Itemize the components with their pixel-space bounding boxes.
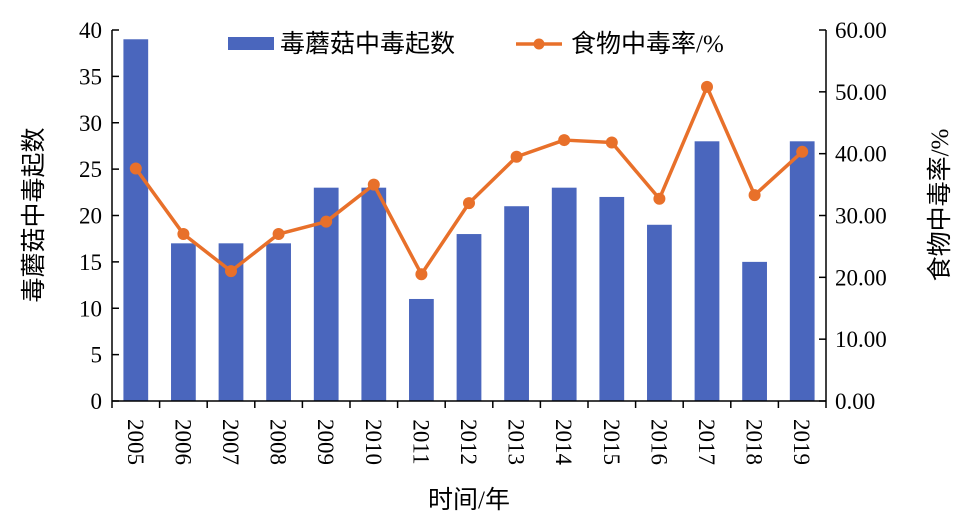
- bar-series: [123, 39, 815, 402]
- x-tick-label: 2009: [313, 419, 338, 465]
- bar-2012: [456, 234, 482, 401]
- left-tick-label: 35: [79, 64, 102, 89]
- x-tick-label: 2008: [266, 419, 291, 465]
- bar-2014: [551, 187, 577, 401]
- rate-point-2007: [225, 265, 237, 278]
- bar-2019: [789, 141, 815, 402]
- right-tick-label: 60.00: [835, 18, 887, 43]
- bar-2017: [694, 141, 720, 402]
- right-tick-label: 30.00: [835, 204, 887, 229]
- rate-markers: [129, 80, 809, 281]
- right-tick-label: 20.00: [835, 265, 887, 290]
- x-tick-label: 2010: [361, 419, 386, 465]
- left-tick-label: 25: [79, 157, 102, 182]
- rate-point-2015: [605, 136, 618, 149]
- left-tick-label: 20: [79, 204, 102, 229]
- rate-point-2012: [463, 197, 475, 210]
- rate-point-2005: [129, 162, 142, 175]
- bar-2015: [599, 196, 625, 401]
- left-tick-label: 40: [79, 18, 102, 43]
- bar-2006: [171, 243, 196, 401]
- bar-2008: [266, 243, 291, 401]
- legend-bar-label: 毒蘑菇中毒起数: [280, 30, 455, 58]
- bar-2016: [647, 224, 672, 401]
- bar-2018: [742, 261, 767, 401]
- x-tick-label: 2011: [408, 419, 433, 464]
- bar-2011: [409, 298, 434, 401]
- left-tick-label: 15: [79, 250, 102, 275]
- rate-point-2006: [177, 228, 190, 241]
- right-axis-ticks: 0.00 10.00 20.00 30.00 40.00 50.00 60.00: [819, 18, 887, 414]
- line-series: [129, 80, 809, 281]
- rate-point-2018: [748, 189, 761, 202]
- x-tick-label: 2015: [599, 419, 624, 465]
- x-tick-label: 2019: [789, 419, 814, 465]
- x-axis-ticks: 2005 2006 2007 2008 2009 2010 2011 2012 2013 2014…: [111, 401, 827, 466]
- bar-2005: [123, 39, 149, 402]
- rate-point-2009: [320, 215, 333, 228]
- x-tick-label: 2006: [170, 419, 195, 465]
- x-tick-label: 2014: [551, 419, 576, 466]
- left-tick-label: 0: [91, 389, 103, 414]
- legend-line-marker: [533, 38, 545, 50]
- x-tick-label: 2016: [646, 419, 671, 465]
- x-tick-label: 2007: [218, 419, 243, 465]
- x-tick-label: 2017: [694, 419, 719, 465]
- x-tick-label: 2018: [742, 419, 767, 465]
- x-tick-label: 2005: [123, 419, 148, 465]
- right-axis-title: 食物中毒率/%: [926, 129, 954, 282]
- rate-point-2019: [796, 145, 809, 158]
- rate-point-2014: [558, 134, 571, 147]
- rate-point-2013: [510, 150, 523, 163]
- left-tick-label: 5: [91, 343, 103, 368]
- x-tick-label: 2012: [456, 419, 481, 465]
- legend-line-label: 食物中毒率/%: [571, 30, 724, 58]
- left-tick-label: 30: [79, 111, 102, 136]
- left-tick-label: 10: [79, 296, 102, 321]
- bar-2010: [361, 187, 387, 401]
- right-tick-label: 0.00: [835, 389, 875, 414]
- x-tick-label: 2013: [504, 419, 529, 465]
- rate-point-2010: [367, 178, 380, 191]
- legend-bar-swatch: [228, 37, 274, 50]
- legend: 毒蘑菇中毒起数 食物中毒率/%: [228, 30, 724, 58]
- right-tick-label: 40.00: [835, 142, 887, 167]
- right-tick-label: 10.00: [835, 327, 887, 352]
- x-axis-title: 时间/年: [428, 486, 510, 514]
- rate-point-2017: [701, 80, 713, 93]
- rate-point-2008: [272, 228, 285, 241]
- bar-2013: [504, 206, 529, 401]
- right-tick-label: 50.00: [835, 80, 887, 105]
- left-axis-title: 毒蘑菇中毒起数: [20, 127, 48, 302]
- rate-point-2016: [653, 192, 666, 205]
- rate-point-2011: [415, 268, 428, 281]
- left-axis-ticks: 0 5 10 15 20 25 30 35 40: [79, 18, 119, 414]
